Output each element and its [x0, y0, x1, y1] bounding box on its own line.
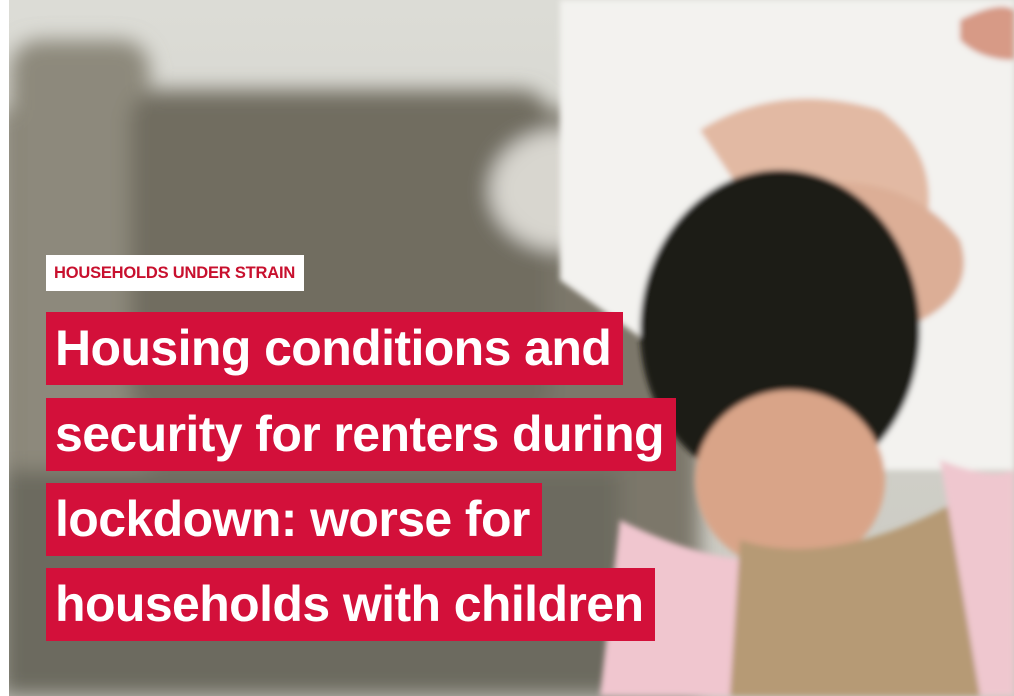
headline-line: lockdown: worse for — [46, 483, 542, 556]
page: HOUSEHOLDS UNDER STRAIN Housing conditio… — [0, 0, 1014, 696]
headline-line: households with children — [46, 568, 655, 641]
section-label: HOUSEHOLDS UNDER STRAIN — [46, 255, 304, 291]
headline-line: Housing conditions and — [46, 312, 623, 385]
headline-line: security for renters during — [46, 398, 676, 471]
